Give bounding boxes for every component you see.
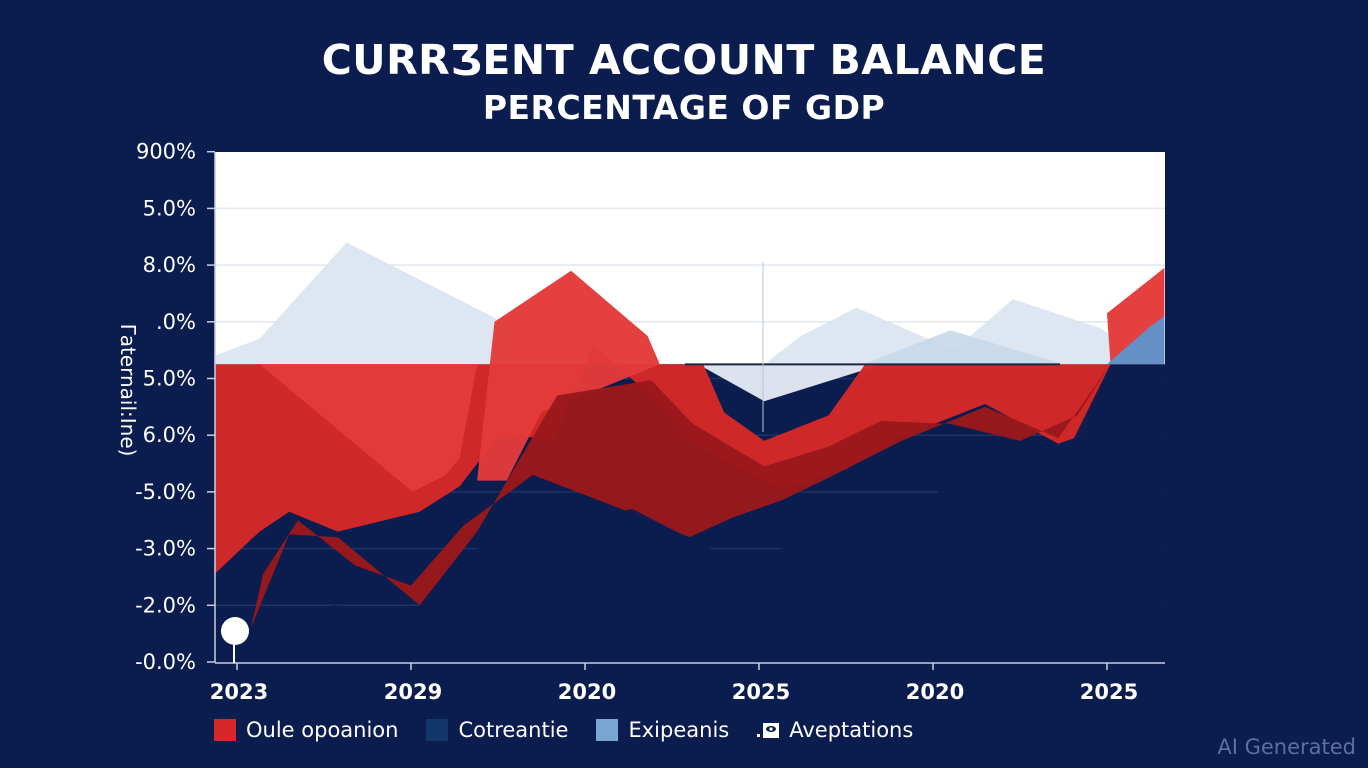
area-layers xyxy=(214,242,1165,662)
area-exipeanis-blue-right xyxy=(1107,316,1165,365)
axes xyxy=(207,150,1165,670)
area-exipeanis-upper-light xyxy=(214,242,1165,365)
y-tick-label: 900% xyxy=(136,140,196,164)
area-exipeanis-upper-right xyxy=(863,330,1064,365)
x-tick-label: 2023 xyxy=(210,680,268,704)
legend-item-aveptations[interactable]: Aveptations xyxy=(757,718,913,742)
chart-title: CURRƷENT ACCOUNT BALANCE xyxy=(321,36,1047,84)
ai-generated-watermark: AI Generated xyxy=(1217,735,1356,759)
legend-item-exipeanis[interactable]: Exipeanis xyxy=(596,718,729,742)
y-tick-label: .0% xyxy=(156,310,196,334)
y-tick-label: 8.0% xyxy=(143,253,196,277)
start-marker[interactable] xyxy=(221,617,249,663)
x-tick-label: 2029 xyxy=(384,680,442,704)
legend-swatch-red xyxy=(214,719,236,741)
area-oule-opoanion-peak xyxy=(477,270,660,481)
y-tick-label: -0.0% xyxy=(135,650,196,674)
y-tick-label: -3.0% xyxy=(135,537,196,561)
legend-label: Aveptations xyxy=(789,718,914,742)
area-exipeanis-dip-below-baseline xyxy=(698,364,883,402)
legend-swatch-lightblue xyxy=(596,719,619,741)
legend-item-oule-opoanion[interactable]: Oule opoanion xyxy=(214,718,398,742)
legend-item-cotreantie[interactable]: Cotreantie xyxy=(426,718,568,742)
area-cotreantie-dark-red-band xyxy=(250,364,1111,628)
y-tick-label: 6.0% xyxy=(143,423,196,447)
legend: Oule opoanion Cotreantie Exipeanis Avept… xyxy=(214,718,941,742)
legend-swatch-navy xyxy=(426,719,449,741)
legend-label: Oule opoanion xyxy=(246,718,399,742)
y-tick-label: -5.0% xyxy=(135,480,196,504)
x-tick-label: 2020 xyxy=(558,680,616,704)
y-axis-label: Γaternail:Ine) xyxy=(116,324,140,457)
y-tick-labels: -0.0% -2.0% -3.0% -5.0% 6.0% 5.0% .0% 8.0% 5.0% 9… xyxy=(135,140,196,674)
legend-label: Exipeanis xyxy=(628,718,730,742)
eye-box-icon xyxy=(757,721,780,739)
y-tick-label: -2.0% xyxy=(135,593,196,617)
x-tick-labels: 2023 2029 2020 2025 2020 2025 xyxy=(210,680,1138,704)
area-cotreantie-navy-base xyxy=(214,364,1165,662)
x-tick-label: 2020 xyxy=(906,680,964,704)
y-tick-label: 5.0% xyxy=(143,367,196,391)
marker-circle xyxy=(221,617,249,645)
legend-label: Cotreantie xyxy=(458,718,569,742)
chart-subtitle: PERCENTAGE OF GDP xyxy=(482,88,886,127)
x-tick-label: 2025 xyxy=(732,680,790,704)
area-oule-opoanion-triangle-left xyxy=(259,364,478,492)
y-tick-label: 5.0% xyxy=(143,196,196,220)
x-tick-label: 2025 xyxy=(1080,680,1138,704)
